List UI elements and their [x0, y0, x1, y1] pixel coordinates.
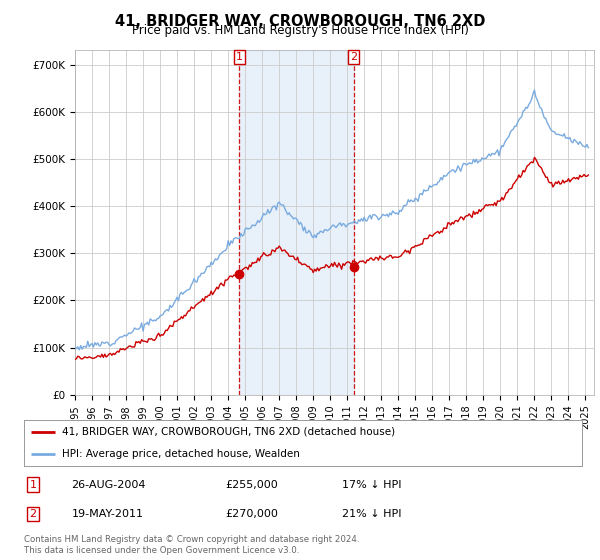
Text: 2: 2	[350, 52, 357, 62]
Text: 1: 1	[236, 52, 243, 62]
Bar	[239, 50, 354, 395]
Text: 1: 1	[29, 480, 37, 490]
Text: 19-MAY-2011: 19-MAY-2011	[71, 509, 143, 519]
Text: 2: 2	[29, 509, 37, 519]
Text: 17% ↓ HPI: 17% ↓ HPI	[342, 480, 401, 490]
Text: 41, BRIDGER WAY, CROWBOROUGH, TN6 2XD: 41, BRIDGER WAY, CROWBOROUGH, TN6 2XD	[115, 14, 485, 29]
Text: £270,000: £270,000	[225, 509, 278, 519]
Text: 21% ↓ HPI: 21% ↓ HPI	[342, 509, 401, 519]
Text: 26-AUG-2004: 26-AUG-2004	[71, 480, 146, 490]
Text: HPI: Average price, detached house, Wealden: HPI: Average price, detached house, Weal…	[62, 449, 300, 459]
Text: Contains HM Land Registry data © Crown copyright and database right 2024.
This d: Contains HM Land Registry data © Crown c…	[24, 535, 359, 555]
Text: 41, BRIDGER WAY, CROWBOROUGH, TN6 2XD (detached house): 41, BRIDGER WAY, CROWBOROUGH, TN6 2XD (d…	[62, 427, 395, 437]
Text: £255,000: £255,000	[225, 480, 278, 490]
Text: Price paid vs. HM Land Registry's House Price Index (HPI): Price paid vs. HM Land Registry's House …	[131, 24, 469, 37]
